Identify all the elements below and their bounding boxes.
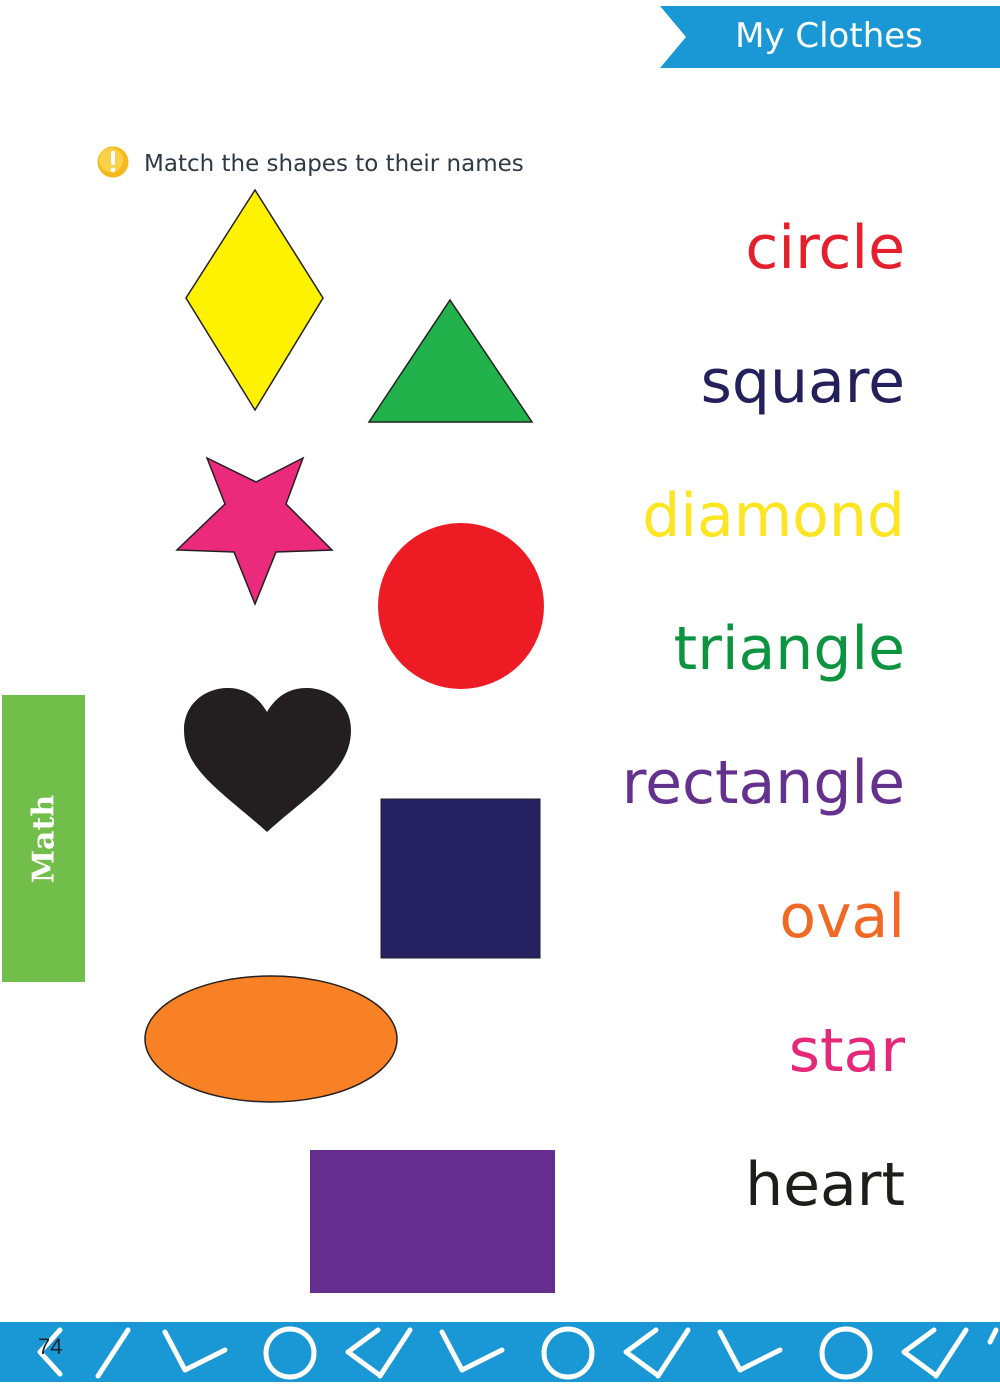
word-square[interactable]: square bbox=[700, 347, 905, 417]
chapter-banner: My Clothes bbox=[660, 6, 1000, 68]
subject-tab-label: Math bbox=[26, 794, 61, 883]
oval-shape[interactable] bbox=[144, 975, 398, 1103]
word-diamond[interactable]: diamond bbox=[642, 481, 905, 551]
star-shape[interactable] bbox=[175, 456, 334, 607]
page-number: 74 bbox=[38, 1334, 63, 1359]
diamond-shape[interactable] bbox=[185, 188, 324, 412]
square-shape[interactable] bbox=[380, 798, 541, 959]
rectangle-shape[interactable] bbox=[310, 1150, 555, 1293]
word-star[interactable]: star bbox=[788, 1016, 905, 1086]
word-circle[interactable]: circle bbox=[745, 213, 905, 283]
chapter-title: My Clothes bbox=[735, 16, 923, 56]
word-triangle[interactable]: triangle bbox=[673, 614, 905, 684]
instruction-text: Match the shapes to their names bbox=[144, 151, 524, 177]
word-rectangle[interactable]: rectangle bbox=[621, 748, 905, 818]
heart-shape[interactable] bbox=[184, 688, 351, 832]
subject-tab: Math bbox=[2, 695, 85, 982]
triangle-shape[interactable] bbox=[367, 298, 534, 423]
footer-shapes-pattern bbox=[37, 1326, 999, 1380]
word-heart[interactable]: heart bbox=[745, 1150, 905, 1220]
word-oval[interactable]: oval bbox=[779, 882, 905, 952]
circle-shape[interactable] bbox=[378, 523, 544, 689]
footer-band bbox=[0, 1322, 1000, 1382]
alert-icon bbox=[97, 146, 129, 178]
